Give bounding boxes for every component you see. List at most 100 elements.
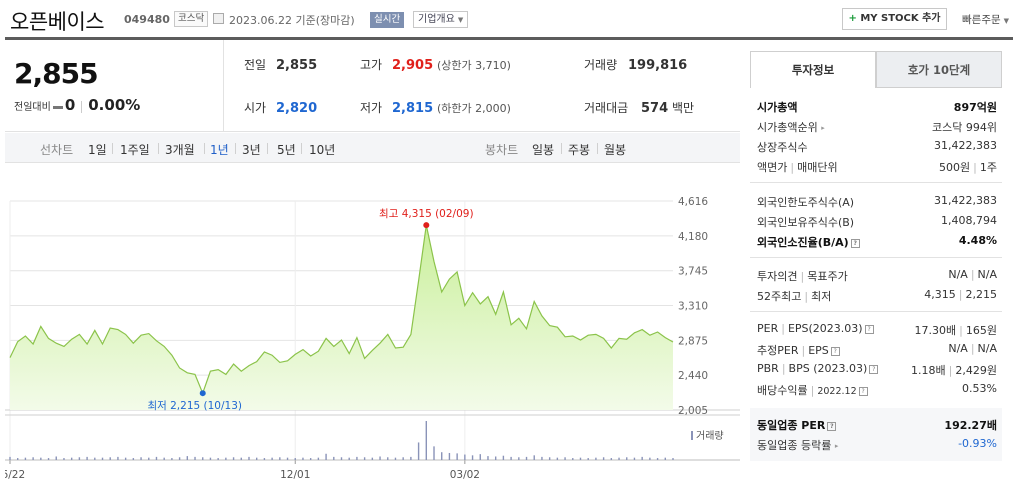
high-value: 2,905 — [392, 58, 434, 73]
week52-low-text: 최저 — [811, 290, 832, 303]
market-cap-rank-label[interactable]: 시가총액순위 ▸ — [757, 119, 825, 135]
company-overview-dropdown[interactable]: 기업개요 ▼ — [413, 11, 469, 28]
industry-per-text: 동일업종 PER — [757, 419, 826, 432]
upper-limit: (상한가 3,710) — [436, 59, 511, 72]
divider: | — [948, 364, 953, 377]
week52-high-text: 52주최고 — [757, 290, 802, 303]
pbr-text: PBR — [757, 362, 779, 375]
tab-5y[interactable]: 5년 — [277, 143, 296, 157]
tab-1y[interactable]: 1년 — [210, 143, 229, 157]
chevron-down-icon: ▼ — [1003, 17, 1010, 25]
divider: | — [801, 344, 806, 357]
volume-bar — [101, 457, 104, 460]
tab-orderbook-10[interactable]: 호가 10단계 — [876, 51, 1002, 88]
volume-label: 거래량 — [696, 430, 724, 442]
tab-weekly[interactable]: 주봉 — [568, 143, 591, 157]
industry-change-label[interactable]: 동일업종 등락률 ▸ — [757, 437, 838, 453]
tab-investment-info[interactable]: 투자정보 — [750, 51, 876, 88]
divider — [204, 143, 205, 154]
high-marker — [423, 222, 430, 229]
divider: | — [804, 290, 809, 303]
week52-low-num: 2,215 — [965, 288, 998, 301]
par-value-value: 500원 | 1주 — [939, 159, 997, 175]
realtime-button[interactable]: 실시간 — [370, 12, 405, 28]
listed-shares-row: 상장주식수 31,422,383 — [757, 139, 997, 156]
tab-1w[interactable]: 1주일 — [120, 143, 150, 157]
dividend-period: 2022.12 — [817, 386, 857, 397]
volume-bar — [656, 458, 659, 460]
divider: | — [958, 288, 963, 301]
volume-bar — [371, 457, 374, 460]
help-icon[interactable]: ? — [827, 421, 837, 431]
volume-bar — [109, 457, 111, 460]
quick-order-button[interactable]: 빠른주문 ▼ — [962, 12, 1009, 27]
industry-change-value: -0.93% — [958, 437, 997, 450]
volume-bar — [271, 457, 273, 460]
volume-bar — [348, 457, 350, 460]
divider — [112, 143, 113, 154]
est-per-row: 추정PER | EPS? N/A | N/A — [757, 342, 997, 359]
trade-amount: 거래대금 574 백만 — [584, 99, 694, 116]
divider — [158, 143, 159, 154]
volume-bar — [379, 456, 381, 460]
volume-bar — [410, 456, 412, 460]
low-label: 저가 — [360, 101, 383, 115]
volume-bar — [433, 446, 435, 460]
volume-bar — [649, 457, 651, 460]
volume-bar — [356, 456, 358, 460]
help-icon[interactable]: ? — [830, 346, 840, 356]
y-tick-label: 4,180 — [678, 231, 708, 243]
company-overview-label: 기업개요 — [418, 14, 455, 25]
volume-legend-mark — [691, 431, 693, 440]
help-icon[interactable]: ? — [858, 386, 868, 396]
divider: | — [810, 384, 815, 397]
tab-10y[interactable]: 10년 — [309, 143, 336, 157]
tab-monthly[interactable]: 월봉 — [604, 143, 627, 157]
volume-bar — [479, 454, 481, 460]
help-icon[interactable]: ? — [869, 364, 879, 374]
bps-num: 2,429원 — [955, 364, 997, 377]
divider — [235, 143, 236, 154]
tab-daily[interactable]: 일봉 — [532, 143, 555, 157]
plus-icon: + — [848, 13, 861, 24]
price-summary: 2,855 전일대비 0 0.00% 전일 2,855 시가 2,820 고가 2,905… — [5, 40, 740, 132]
volume-bar — [510, 456, 512, 460]
y-tick-label: 2,005 — [678, 405, 708, 417]
help-icon[interactable]: ? — [864, 324, 874, 334]
tab-1d[interactable]: 1일 — [88, 143, 107, 157]
divider — [223, 40, 224, 132]
opinion-num: N/A — [948, 268, 968, 281]
opinion-text: 투자의견 — [757, 270, 798, 283]
opinion-label: 투자의견 | 목표주가 — [757, 268, 848, 284]
divider: | — [973, 161, 977, 174]
par-value-text: 액면가 — [757, 161, 788, 174]
help-icon[interactable]: ? — [850, 238, 860, 248]
triangle-right-icon: ▸ — [821, 124, 825, 132]
volume-bar — [672, 458, 674, 460]
unchanged-icon — [52, 105, 63, 109]
x-tick-label: 03/02 — [450, 469, 480, 481]
volume-bar — [417, 442, 420, 460]
prev-close: 전일 2,855 — [244, 56, 317, 73]
investment-info-panel: 투자정보 호가 10단계 시가총액 897억원 시가총액순위 ▸ 코스닥 994… — [750, 51, 1002, 461]
volume-bar — [471, 455, 474, 460]
divider: | — [800, 270, 805, 283]
tab-3m[interactable]: 3개월 — [165, 143, 195, 157]
foreign-limit-row: 외국인한도주식수(A) 31,422,383 — [757, 194, 997, 211]
foreign-ratio-label: 외국인소진율(B/A)? — [757, 234, 860, 250]
volume-bar — [494, 456, 497, 460]
prev-close-value: 2,855 — [276, 58, 318, 73]
divider: | — [970, 342, 975, 355]
tab-3y[interactable]: 3년 — [242, 143, 261, 157]
add-my-stock-button[interactable]: + MY STOCK 추가 — [842, 8, 947, 30]
par-value-label: 액면가 | 매매단위 — [757, 159, 838, 175]
divider: | — [781, 362, 786, 375]
volume-bar — [309, 458, 312, 460]
change-label: 전일대비 — [14, 102, 51, 113]
volume-bar — [610, 458, 613, 460]
industry-per-value: 192.27배 — [944, 419, 997, 432]
week52-high-num: 4,315 — [924, 288, 956, 301]
volume-bar — [225, 457, 227, 460]
volume-bar — [564, 457, 566, 460]
volume-bar — [525, 456, 528, 460]
